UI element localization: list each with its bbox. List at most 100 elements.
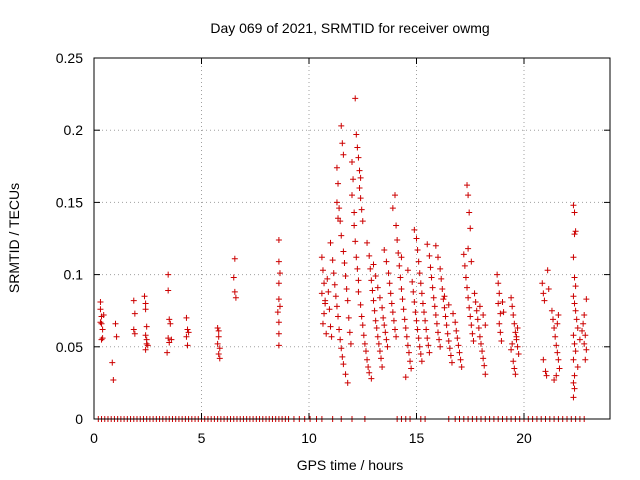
data-point: [99, 326, 106, 333]
data-point: [437, 343, 444, 350]
data-point: [322, 297, 329, 304]
data-point: [499, 299, 506, 306]
data-point: [359, 218, 366, 225]
data-point: [512, 371, 519, 378]
data-point: [450, 310, 457, 317]
data-point: [318, 290, 325, 297]
data-point: [275, 280, 282, 287]
data-point: [464, 182, 471, 189]
data-point: [402, 374, 409, 381]
data-point: [351, 209, 358, 216]
data-point: [404, 267, 411, 274]
data-point: [422, 317, 429, 324]
data-point: [448, 359, 455, 366]
data-point: [514, 343, 521, 350]
data-point: [142, 306, 149, 313]
data-point: [215, 327, 222, 334]
data-point: [321, 310, 328, 317]
data-point: [350, 176, 357, 183]
data-point: [574, 364, 581, 371]
data-point: [355, 288, 362, 295]
data-point: [167, 320, 174, 327]
data-point: [327, 323, 334, 330]
data-point: [571, 274, 578, 281]
data-point: [379, 364, 386, 371]
data-point: [421, 309, 428, 316]
data-point: [415, 258, 422, 265]
data-point: [414, 326, 421, 333]
x-axis-label: GPS time / hours: [297, 457, 404, 473]
data-point: [215, 333, 222, 340]
data-point: [354, 265, 361, 272]
data-point: [185, 329, 192, 336]
data-point: [571, 209, 578, 216]
data-point: [571, 385, 578, 392]
data-point: [481, 362, 488, 369]
data-point: [412, 309, 419, 316]
data-point: [353, 254, 360, 261]
data-point: [572, 307, 579, 314]
data-point: [583, 296, 590, 303]
data-point: [372, 317, 379, 324]
data-point: [376, 348, 383, 355]
data-point: [409, 278, 416, 285]
data-point: [417, 280, 424, 287]
data-point: [476, 333, 483, 340]
data-point: [98, 336, 105, 343]
data-point: [110, 377, 117, 384]
data-point: [183, 333, 190, 340]
data-point: [112, 320, 119, 327]
data-point: [552, 333, 559, 340]
data-point: [340, 361, 347, 368]
data-point: [582, 332, 589, 339]
data-point: [424, 335, 431, 342]
data-point: [374, 284, 381, 291]
data-point: [369, 287, 376, 294]
data-point: [543, 372, 550, 379]
data-point: [392, 192, 398, 199]
data-point: [333, 303, 340, 310]
data-point: [456, 349, 463, 356]
data-point: [423, 326, 430, 333]
data-point: [166, 316, 173, 323]
data-point: [346, 329, 353, 336]
data-point: [515, 351, 522, 358]
data-point: [231, 255, 238, 262]
data-point: [416, 270, 423, 277]
data-point: [394, 236, 401, 243]
data-point: [342, 273, 349, 280]
data-point: [327, 239, 334, 246]
data-point: [479, 348, 486, 355]
data-point: [471, 290, 478, 297]
data-point: [276, 303, 283, 310]
data-point: [398, 254, 405, 261]
data-point: [131, 310, 138, 317]
data-point: [357, 174, 364, 181]
data-point: [347, 340, 354, 347]
data-point: [143, 323, 150, 330]
data-point: [340, 151, 347, 158]
data-point: [216, 345, 223, 352]
data-point: [496, 320, 503, 327]
data-point: [130, 326, 137, 333]
data-point: [184, 326, 191, 333]
data-point: [418, 290, 425, 297]
data-point: [351, 222, 358, 229]
data-point: [482, 371, 489, 378]
data-point: [469, 330, 476, 337]
data-point: [437, 265, 444, 272]
data-point: [418, 358, 425, 365]
data-point: [514, 325, 521, 332]
data-point: [426, 349, 433, 356]
data-point: [453, 327, 460, 334]
data-point: [376, 294, 383, 301]
data-point: [184, 342, 191, 349]
data-point: [386, 280, 393, 287]
data-point: [466, 304, 473, 311]
data-point: [397, 274, 404, 281]
data-point: [338, 122, 345, 129]
data-point: [495, 280, 502, 287]
data-point: [555, 356, 562, 363]
data-point: [399, 296, 406, 303]
